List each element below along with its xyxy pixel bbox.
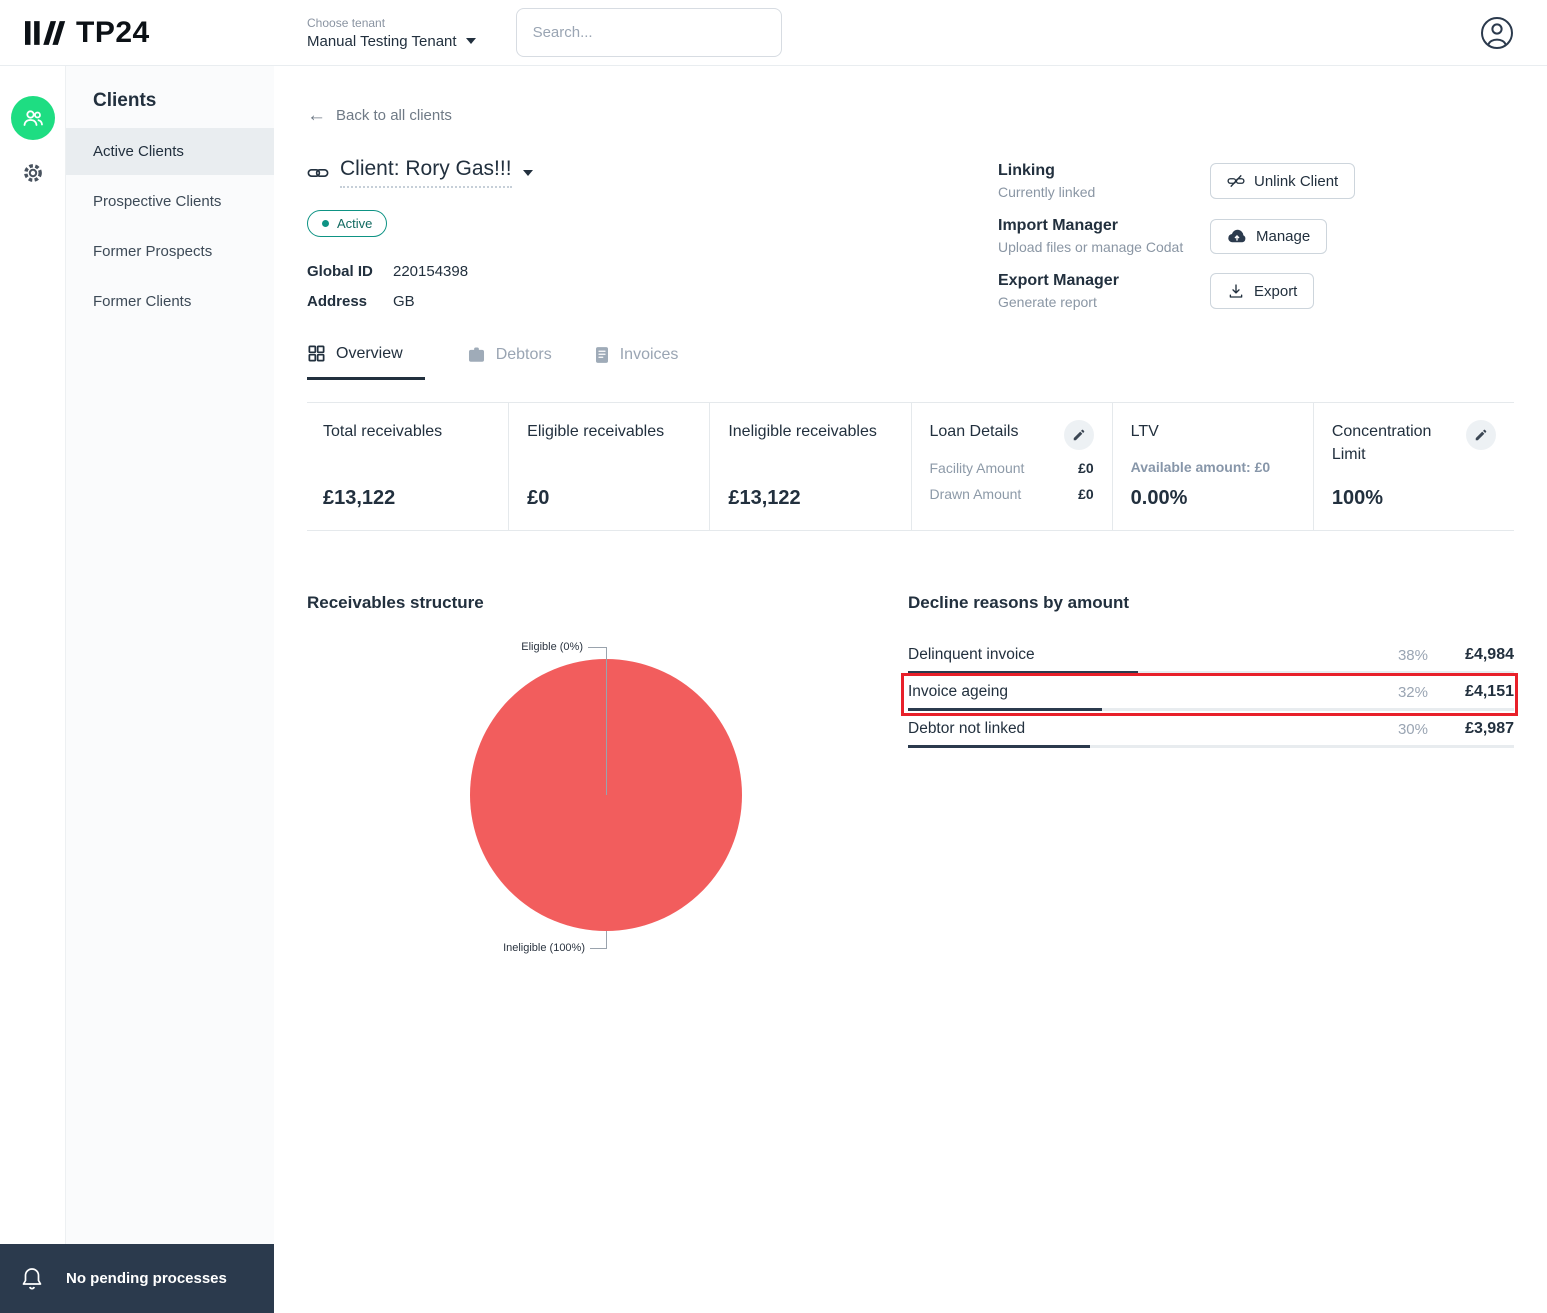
facility-amount-row: Facility Amount £0 — [929, 460, 1094, 476]
decline-bar-track — [908, 745, 1514, 748]
search-input[interactable] — [515, 8, 782, 57]
download-icon — [1229, 284, 1243, 298]
decline-row-invoice-ageing: Invoice ageing 32% £4,151 — [901, 673, 1518, 716]
address-row: Address GB — [307, 293, 533, 310]
icon-rail — [0, 66, 66, 1313]
sidebar-item-active-clients[interactable]: Active Clients — [66, 128, 274, 175]
chevron-down-icon — [465, 38, 476, 44]
tab-invoices[interactable]: Invoices — [594, 344, 678, 380]
pie-label-ineligible: Ineligible (100%) — [503, 942, 585, 954]
document-icon — [595, 347, 608, 363]
sidebar-title: Clients — [93, 90, 157, 111]
tab-debtors[interactable]: Debtors — [467, 344, 552, 380]
people-icon — [23, 110, 43, 126]
tab-overview[interactable]: Overview — [307, 344, 425, 380]
stat-concentration-limit: Concentration Limit 100% — [1312, 403, 1514, 530]
decline-bar-fill — [908, 745, 1090, 748]
decline-bar-fill — [908, 671, 1139, 674]
stat-loan-details: Loan Details Facility Amount £0 Drawn Am… — [910, 403, 1112, 530]
user-avatar-icon — [1481, 16, 1513, 49]
pie-chart-title: Receivables structure — [307, 593, 484, 612]
export-manager-title: Export Manager — [998, 272, 1119, 289]
grid-icon — [308, 345, 325, 362]
tenant-label: Choose tenant — [307, 15, 386, 30]
status-dot-icon — [322, 220, 329, 227]
chevron-down-icon[interactable] — [522, 169, 533, 176]
decline-row-delinquent-invoice: Delinquent invoice 38% £4,984 — [908, 637, 1514, 674]
import-manager-row: Import Manager Upload files or manage Co… — [998, 217, 1514, 255]
address-value: GB — [393, 293, 415, 310]
global-id-label: Global ID — [307, 263, 373, 280]
status-badge: Active — [307, 210, 388, 237]
decline-bar-track — [908, 708, 1514, 711]
pie-label-eligible: Eligible (0%) — [521, 641, 583, 653]
cloud-upload-icon — [1228, 229, 1246, 243]
main-content: ← Back to all clients Client: Rory Gas!!… — [274, 66, 1547, 1313]
unlink-icon — [1227, 174, 1245, 188]
decline-chart-title: Decline reasons by amount — [908, 593, 1130, 612]
back-link-label: Back to all clients — [336, 107, 452, 124]
decline-bar-track — [908, 671, 1514, 674]
sidebar: Clients Active Clients Prospective Clien… — [66, 66, 274, 1313]
unlink-client-button[interactable]: Unlink Client — [1210, 163, 1356, 199]
sidebar-item-prospective-clients[interactable]: Prospective Clients — [93, 193, 222, 210]
pending-processes-label: No pending processes — [66, 1270, 227, 1287]
tp24-logo-icon — [25, 20, 66, 45]
edit-loan-details-button[interactable] — [1063, 420, 1094, 450]
sidebar-item-former-clients[interactable]: Former Clients — [93, 293, 192, 310]
export-manager-subtitle: Generate report — [998, 294, 1097, 310]
stat-ltv: LTV Available amount: £0 0.00% — [1111, 403, 1313, 530]
gear-icon — [23, 164, 42, 182]
pie-leader-tick — [590, 948, 607, 949]
bell-icon — [22, 1267, 42, 1289]
link-icon — [307, 168, 329, 177]
address-label: Address — [307, 293, 368, 310]
global-id-value: 220154398 — [393, 263, 469, 280]
client-actions: Linking Currently linked Unlink Client — [998, 157, 1514, 310]
topbar: TP24 Choose tenant Manual Testing Tenant — [0, 0, 1547, 66]
stat-eligible-receivables: Eligible receivables £0 — [508, 403, 709, 530]
stats-strip: Total receivables £13,122 Eligible recei… — [307, 402, 1514, 531]
pie-leader-line — [606, 931, 607, 949]
drawn-amount-row: Drawn Amount £0 — [929, 486, 1094, 502]
briefcase-icon — [468, 347, 484, 362]
import-manager-title: Import Manager — [998, 217, 1119, 234]
export-button[interactable]: Export — [1210, 273, 1315, 309]
pie-leader-tick — [588, 647, 607, 648]
tab-bar: Overview Debtors Invoices — [307, 344, 1514, 380]
global-id-row: Global ID 220154398 — [307, 263, 533, 280]
linking-title: Linking — [998, 162, 1055, 179]
stat-total-receivables: Total receivables £13,122 — [323, 423, 443, 509]
sidebar-item-former-prospects[interactable]: Former Prospects — [93, 243, 213, 260]
logo: TP24 — [0, 16, 274, 50]
receivables-structure-chart: Receivables structure Eligible (0%) Inel… — [307, 593, 908, 972]
tenant-selector[interactable]: Choose tenant Manual Testing Tenant — [307, 16, 476, 50]
tenant-value: Manual Testing Tenant — [307, 32, 457, 50]
settings-button[interactable] — [22, 162, 44, 184]
client-summary: Client: Rory Gas!!! Active Global ID 220… — [307, 157, 533, 310]
status-badge-label: Active — [337, 216, 373, 231]
export-manager-row: Export Manager Generate report Export — [998, 272, 1514, 310]
linking-subtitle: Currently linked — [998, 184, 1096, 200]
decline-reasons-chart: Decline reasons by amount Delinquent inv… — [901, 593, 1518, 972]
manage-button[interactable]: Manage — [1210, 218, 1328, 254]
linking-row: Linking Currently linked Unlink Client — [998, 162, 1514, 200]
edit-concentration-button[interactable] — [1466, 420, 1496, 450]
stat-ineligible-receivables: Ineligible receivables £13,122 — [709, 403, 910, 530]
pencil-icon — [1475, 429, 1487, 441]
user-avatar[interactable] — [1480, 16, 1514, 50]
app-body: Clients Active Clients Prospective Clien… — [0, 66, 1547, 1313]
back-link[interactable]: ← Back to all clients — [307, 106, 452, 125]
pie-leader-line — [606, 647, 607, 795]
decline-row-debtor-not-linked: Debtor not linked 30% £3,987 — [908, 711, 1514, 748]
logo-text: TP24 — [76, 15, 150, 49]
ltv-available-amount: Available amount: £0 — [1130, 459, 1271, 476]
import-manager-subtitle: Upload files or manage Codat — [998, 239, 1184, 255]
page-title[interactable]: Client: Rory Gas!!! — [340, 157, 512, 188]
clients-nav-button[interactable] — [10, 96, 55, 140]
pending-processes-bar[interactable]: No pending processes — [0, 1244, 274, 1313]
decline-bar-fill — [908, 708, 1102, 711]
back-arrow-icon: ← — [307, 105, 326, 126]
pencil-icon — [1073, 429, 1084, 441]
